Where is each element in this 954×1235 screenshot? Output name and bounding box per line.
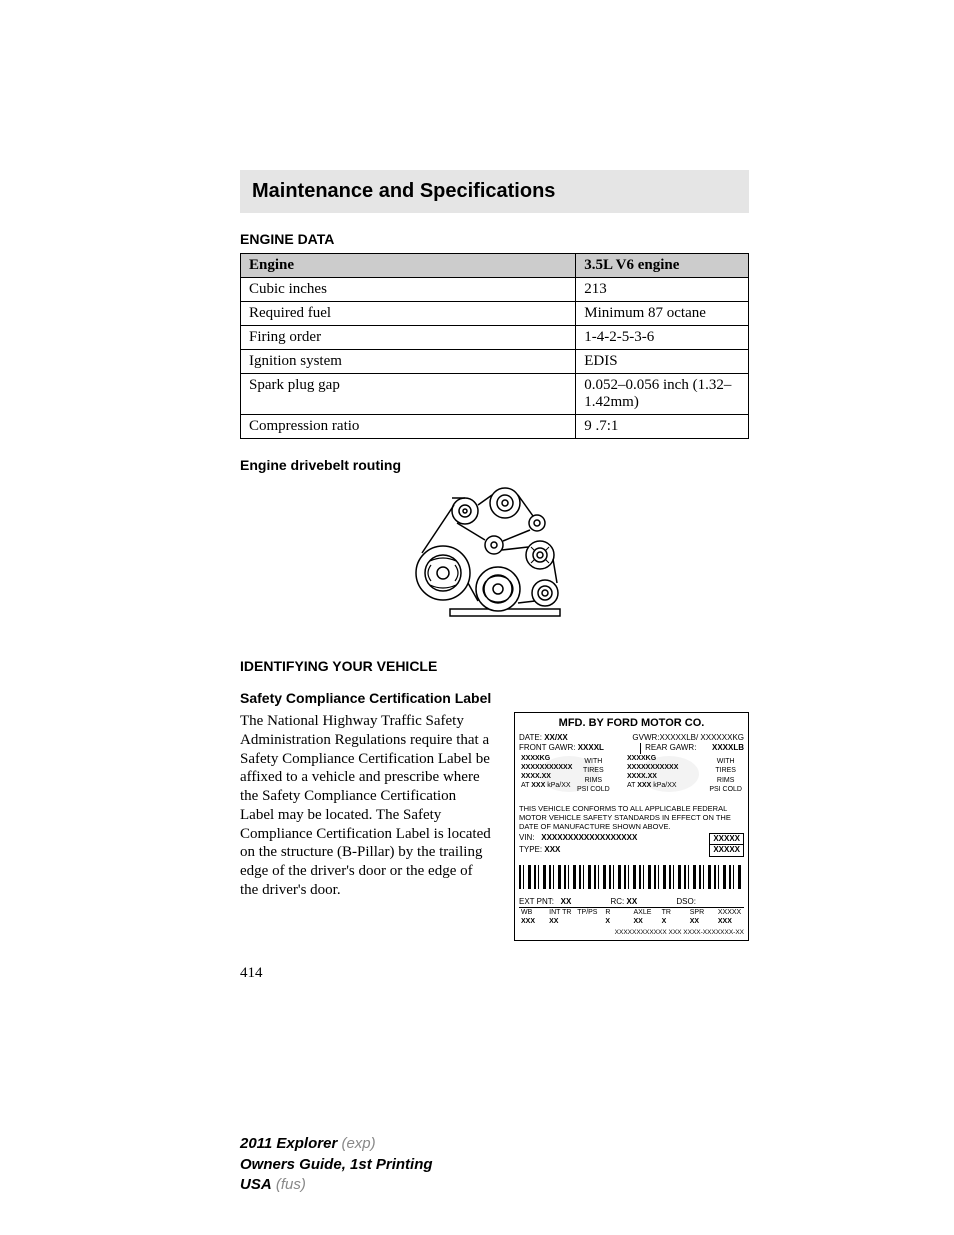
row-x-2: X <box>662 918 667 925</box>
row-xx-3: XX <box>690 918 699 925</box>
table-header-value: 3.5L V6 engine <box>576 254 749 278</box>
page-footer: 2011 Explorer (exp) Owners Guide, 1st Pr… <box>240 1134 433 1195</box>
engine-data-heading: ENGINE DATA <box>240 231 749 247</box>
table-header-engine: Engine <box>241 254 576 278</box>
row-xx-1: XX <box>549 918 558 925</box>
at-xxx-2: XXX <box>637 782 651 789</box>
identify-heading: IDENTIFYING YOUR VEHICLE <box>240 658 749 674</box>
kg1: XXXXKG <box>521 755 550 762</box>
with-2: WITH <box>717 758 735 765</box>
drivebelt-diagram <box>240 483 749 628</box>
drivebelt-heading: Engine drivebelt routing <box>240 457 749 473</box>
vin-val: XXXXXXXXXXXXXXXXXX <box>541 833 637 842</box>
xxxx-xx-2: XXXX.XX <box>627 773 657 780</box>
type-label: TYPE: <box>519 845 542 854</box>
rims-2: RIMS <box>717 777 735 784</box>
safety-label-heading: Safety Compliance Certification Label <box>240 690 749 706</box>
engine-spec-table: Engine 3.5L V6 engine Cubic inches213Req… <box>240 253 749 439</box>
spec-value: Minimum 87 octane <box>576 302 749 326</box>
footer-exp: (exp) <box>337 1135 375 1152</box>
rear-gawr: REAR GAWR: <box>645 743 696 752</box>
spec-name: Required fuel <box>241 302 576 326</box>
row-x-1: X <box>605 918 610 925</box>
type-val: XXX <box>544 845 560 854</box>
col-wb: WB <box>519 907 547 917</box>
psi-cold-1: PSI COLD <box>577 786 610 793</box>
col-int-tr: INT TR <box>547 907 575 917</box>
footer-usa: USA <box>240 1176 272 1193</box>
table-row: Compression ratio9 .7:1 <box>241 415 749 439</box>
table-row: Required fuelMinimum 87 octane <box>241 302 749 326</box>
xxxxx-2: XXXXX <box>713 845 740 854</box>
table-row: Cubic inches213 <box>241 278 749 302</box>
row-xxx-1: XXX <box>521 918 535 925</box>
kpa-1: kPa/XX <box>547 782 570 789</box>
at-1: AT <box>521 782 529 789</box>
spec-value: 1-4-2-5-3-6 <box>576 326 749 350</box>
tires-2: TIRES <box>715 767 736 774</box>
spec-value: 9 .7:1 <box>576 415 749 439</box>
gvwr: GVWR:XXXXXLB/ XXXXXXKG <box>632 733 744 743</box>
front-gawr-val: XXXXL <box>578 743 604 752</box>
col-axle: AXLE <box>632 907 660 917</box>
spec-value: EDIS <box>576 350 749 374</box>
xxx-line-2: XXXXXXXXXXX <box>627 764 678 771</box>
xxxxx-1: XXXXX <box>713 834 740 843</box>
safety-body-text: The National Highway Traffic Safety Admi… <box>240 712 494 900</box>
spec-name: Firing order <box>241 326 576 350</box>
row-xxx-2: XXX <box>718 918 732 925</box>
date-val: XX/XX <box>544 733 568 742</box>
rc-val: XX <box>627 897 638 906</box>
dso: DSO: <box>676 897 696 907</box>
rear-gawr-val: XXXXLB <box>712 743 744 752</box>
barcode <box>519 865 744 889</box>
spec-name: Cubic inches <box>241 278 576 302</box>
psi-cold-2: PSI COLD <box>709 786 742 793</box>
compliance-text: THIS VEHICLE CONFORMS TO ALL APPLICABLE … <box>519 804 744 831</box>
spec-name: Ignition system <box>241 350 576 374</box>
row-xx-2: XX <box>634 918 643 925</box>
spec-name: Compression ratio <box>241 415 576 439</box>
ext-pnt-val: XX <box>561 897 572 906</box>
footer-model: 2011 Explorer <box>240 1135 337 1152</box>
ext-pnt: EXT PNT: <box>519 897 554 906</box>
col-xxxxx: XXXXX <box>716 907 744 917</box>
col-spr: SPR <box>688 907 716 917</box>
tires-1: TIRES <box>583 767 604 774</box>
at-2: AT <box>627 782 635 789</box>
spec-value: 213 <box>576 278 749 302</box>
table-row: Firing order1-4-2-5-3-6 <box>241 326 749 350</box>
bottom-code: XXXXXXXXXXXX XXX XXXX-XXXXXXX-XX <box>519 929 744 936</box>
vin-label: VIN: <box>519 833 535 842</box>
xxx-line-1: XXXXXXXXXXX <box>521 764 572 771</box>
rims-1: RIMS <box>585 777 603 784</box>
with-1: WITH <box>584 758 602 765</box>
xxxx-xx-1: XXXX.XX <box>521 773 551 780</box>
kg2: XXXXKG <box>627 755 656 762</box>
front-gawr: FRONT GAWR: <box>519 743 575 752</box>
table-row: Ignition systemEDIS <box>241 350 749 374</box>
col-tp-ps: TP/PS <box>575 907 603 917</box>
table-row: Spark plug gap0.052–0.056 inch (1.32–1.4… <box>241 374 749 415</box>
footer-fus: (fus) <box>272 1176 306 1193</box>
mfd-title: MFD. BY FORD MOTOR CO. <box>519 717 744 729</box>
footer-guide: Owners Guide, 1st Printing <box>240 1156 433 1173</box>
spec-value: 0.052–0.056 inch (1.32–1.42mm) <box>576 374 749 415</box>
date-label: DATE: <box>519 733 542 742</box>
kpa-2: kPa/XX <box>653 782 676 789</box>
page-title: Maintenance and Specifications <box>252 180 737 203</box>
page-header: Maintenance and Specifications <box>240 170 749 213</box>
compliance-label-diagram: MFD. BY FORD MOTOR CO. DATE: XX/XX GVWR:… <box>514 712 749 941</box>
spec-name: Spark plug gap <box>241 374 576 415</box>
rc: RC: <box>611 897 625 906</box>
col-r: R <box>603 907 631 917</box>
page-number: 414 <box>240 965 749 982</box>
at-xxx-1: XXX <box>531 782 545 789</box>
col-tr: TR <box>660 907 688 917</box>
